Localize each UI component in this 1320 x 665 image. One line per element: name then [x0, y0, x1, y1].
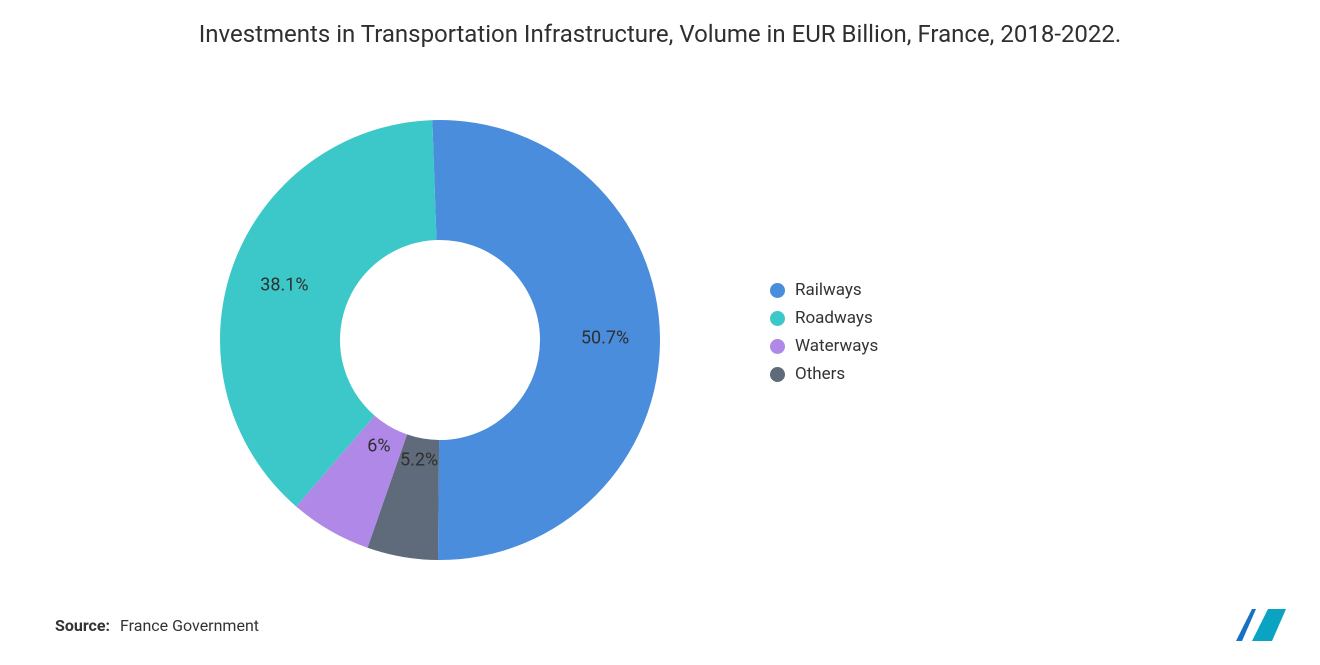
legend-label: Railways	[795, 280, 862, 300]
slice-label-others: 5.2%	[400, 450, 438, 471]
source-label: Source:	[55, 616, 110, 635]
legend-item-railways: Railways	[770, 280, 878, 300]
legend-swatch-icon	[770, 339, 785, 354]
slice-label-roadways: 38.1%	[260, 275, 308, 296]
legend-item-waterways: Waterways	[770, 336, 878, 356]
chart-title: Investments in Transportation Infrastruc…	[135, 0, 1185, 50]
legend-label: Waterways	[795, 336, 878, 356]
brand-logo	[1230, 605, 1290, 645]
legend: Railways Roadways Waterways Others	[770, 280, 878, 392]
chart-area: 50.7% 5.2% 6% 38.1% Railways Roadways Waterwa…	[0, 110, 1320, 590]
legend-label: Others	[795, 364, 845, 384]
source-line: Source: France Government	[55, 616, 259, 635]
slice-label-railways: 50.7%	[581, 327, 629, 348]
legend-item-others: Others	[770, 364, 878, 384]
legend-swatch-icon	[770, 367, 785, 382]
legend-label: Roadways	[795, 308, 873, 328]
legend-item-roadways: Roadways	[770, 308, 878, 328]
source-text: France Government	[120, 616, 259, 635]
slice-label-waterways: 6%	[367, 435, 390, 456]
legend-swatch-icon	[770, 311, 785, 326]
donut-chart: 50.7% 5.2% 6% 38.1%	[210, 110, 670, 570]
legend-swatch-icon	[770, 283, 785, 298]
